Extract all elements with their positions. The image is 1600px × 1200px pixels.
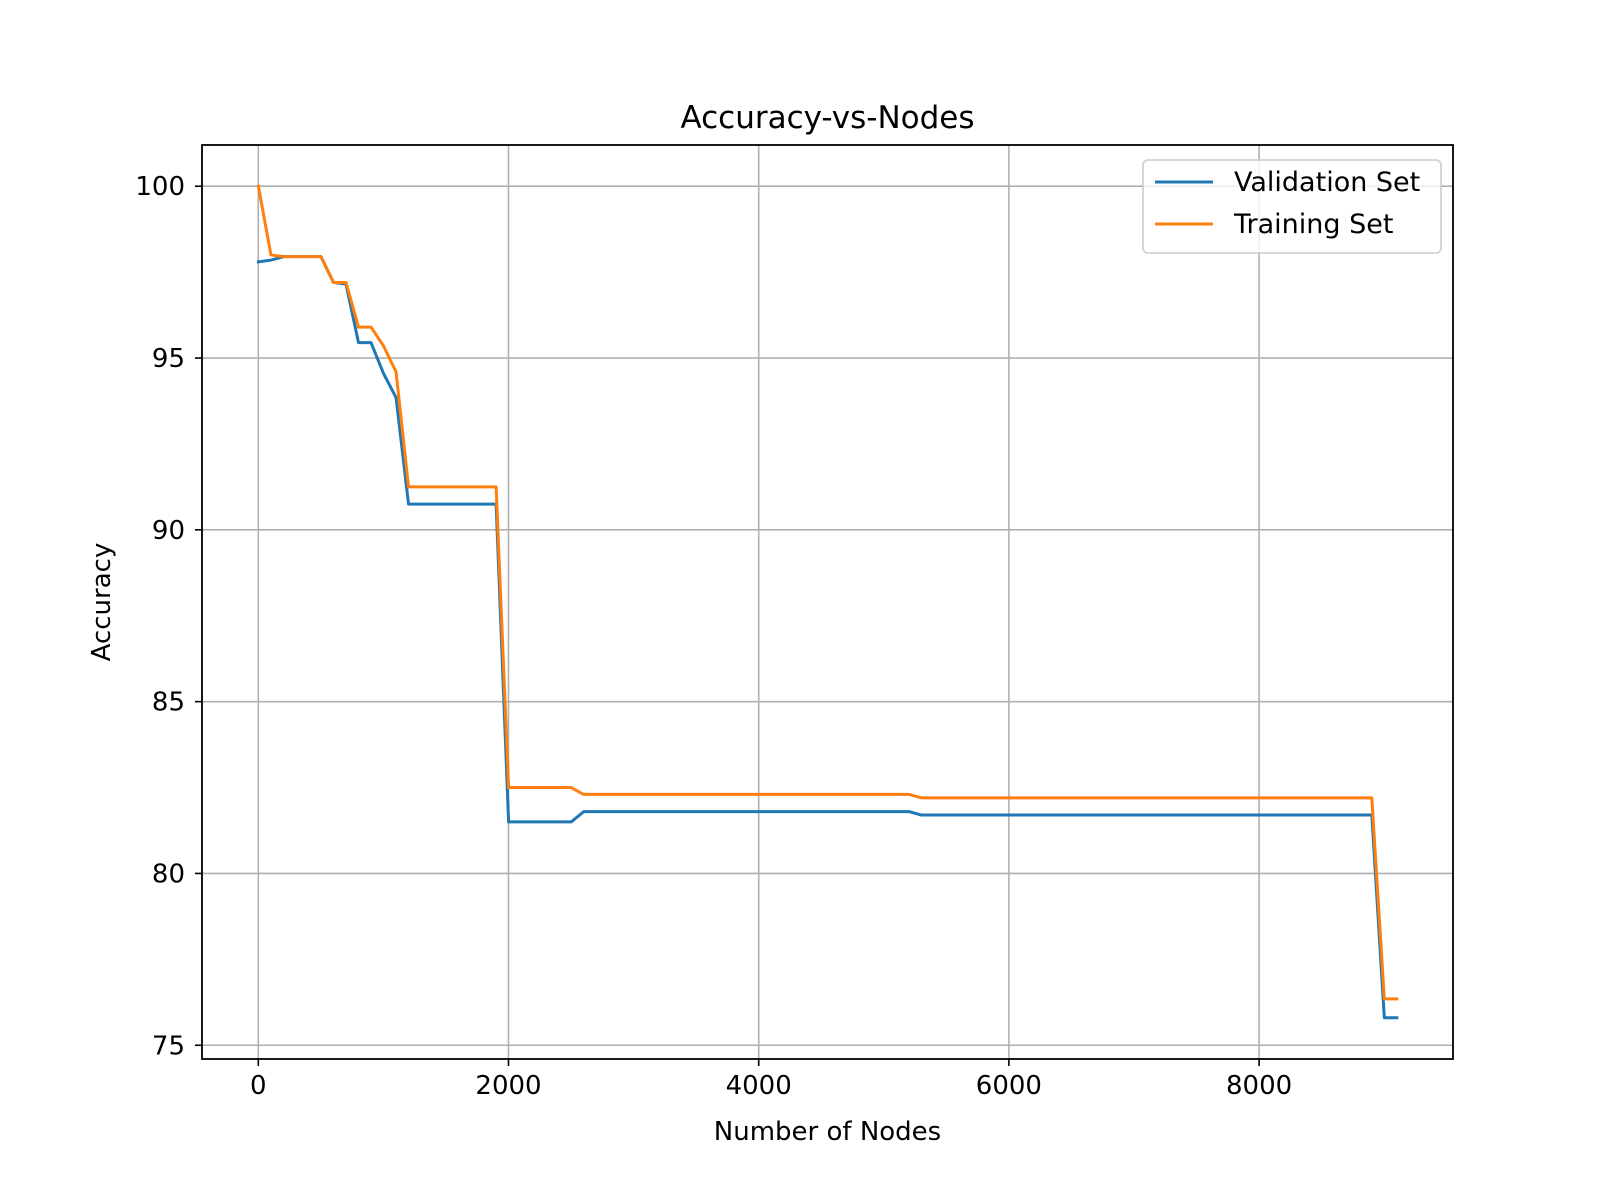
axis-ticks: 0 2000 4000 6000 8000 75 80 85 90 95 100 (135, 172, 1292, 1101)
x-axis-label: Number of Nodes (714, 1117, 941, 1147)
y-axis-label: Accuracy (87, 543, 117, 662)
x-tick-label: 4000 (726, 1071, 792, 1101)
legend-box (1142, 159, 1442, 254)
series-line-training-set (256, 184, 1399, 1001)
plot-frame (201, 144, 1454, 1060)
x-tick-label: 0 (250, 1071, 267, 1101)
x-tick-label: 6000 (976, 1071, 1042, 1101)
legend: Validation Set Training Set (1142, 159, 1442, 254)
x-tick-label: 8000 (1226, 1071, 1292, 1101)
y-tick-label: 90 (152, 516, 185, 546)
y-tick-label: 100 (135, 172, 185, 202)
chart-title: Accuracy-vs-Nodes (680, 100, 974, 136)
y-tick-label: 85 (152, 688, 185, 718)
y-tick-label: 95 (152, 344, 185, 374)
legend-label-training-set: Training Set (1233, 209, 1393, 240)
x-tick-label: 2000 (475, 1071, 541, 1101)
legend-label-validation-set: Validation Set (1234, 167, 1420, 198)
y-tick-label: 80 (152, 859, 185, 889)
y-tick-label: 75 (152, 1031, 185, 1061)
series-lines (256, 184, 1399, 1020)
